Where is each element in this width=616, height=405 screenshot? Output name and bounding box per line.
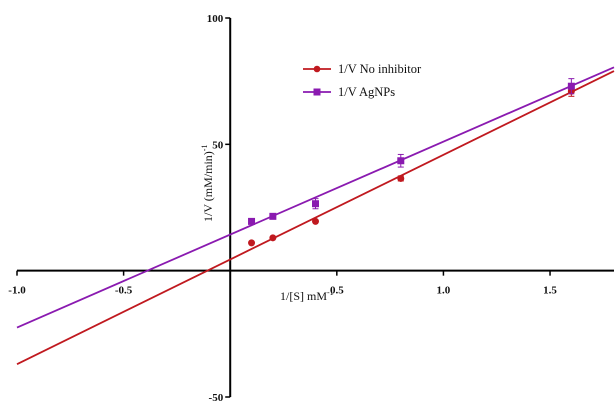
point-agnps xyxy=(397,157,405,165)
y-axis-label: 1/V (mM/min)-1 xyxy=(200,145,215,222)
point-agnps xyxy=(312,200,319,208)
legend-marker-no-inhibitor xyxy=(313,65,321,73)
axes xyxy=(16,17,614,398)
x-tick-label: -1.0 xyxy=(8,285,26,297)
point-agnps xyxy=(269,212,277,220)
point-no-inhibitor xyxy=(312,217,319,225)
y-tick-label: -50 xyxy=(209,392,224,404)
x-tick-label: 1.5 xyxy=(543,285,557,297)
legend: 1/V No inhibitor 1/V AgNPs xyxy=(303,62,422,99)
x-axis-label: 1/[S] mM-1 xyxy=(280,288,334,303)
point-no-inhibitor xyxy=(397,174,405,182)
x-tick-label: -0.5 xyxy=(115,285,133,297)
tick-labels: -1.0 -0.5 0.5 1.0 1.5 -50 50 100 xyxy=(8,13,557,404)
y-tick-label: 100 xyxy=(207,13,224,25)
legend-label-no-inhibitor: 1/V No inhibitor xyxy=(338,62,422,76)
x-tick-label: 0.5 xyxy=(330,285,344,297)
x-tick-label: 1.0 xyxy=(437,285,451,297)
legend-label-agnps: 1/V AgNPs xyxy=(338,85,395,99)
point-no-inhibitor xyxy=(269,234,277,242)
legend-marker-agnps xyxy=(313,88,321,96)
y-tick-label: 50 xyxy=(212,139,224,151)
fit-line-agnps xyxy=(16,66,615,329)
point-no-inhibitor xyxy=(248,239,256,247)
fit-line-no-inhibitor xyxy=(16,70,615,365)
point-agnps xyxy=(248,217,256,225)
point-agnps xyxy=(567,82,575,90)
data-points xyxy=(248,78,575,247)
fit-lines xyxy=(16,66,615,365)
